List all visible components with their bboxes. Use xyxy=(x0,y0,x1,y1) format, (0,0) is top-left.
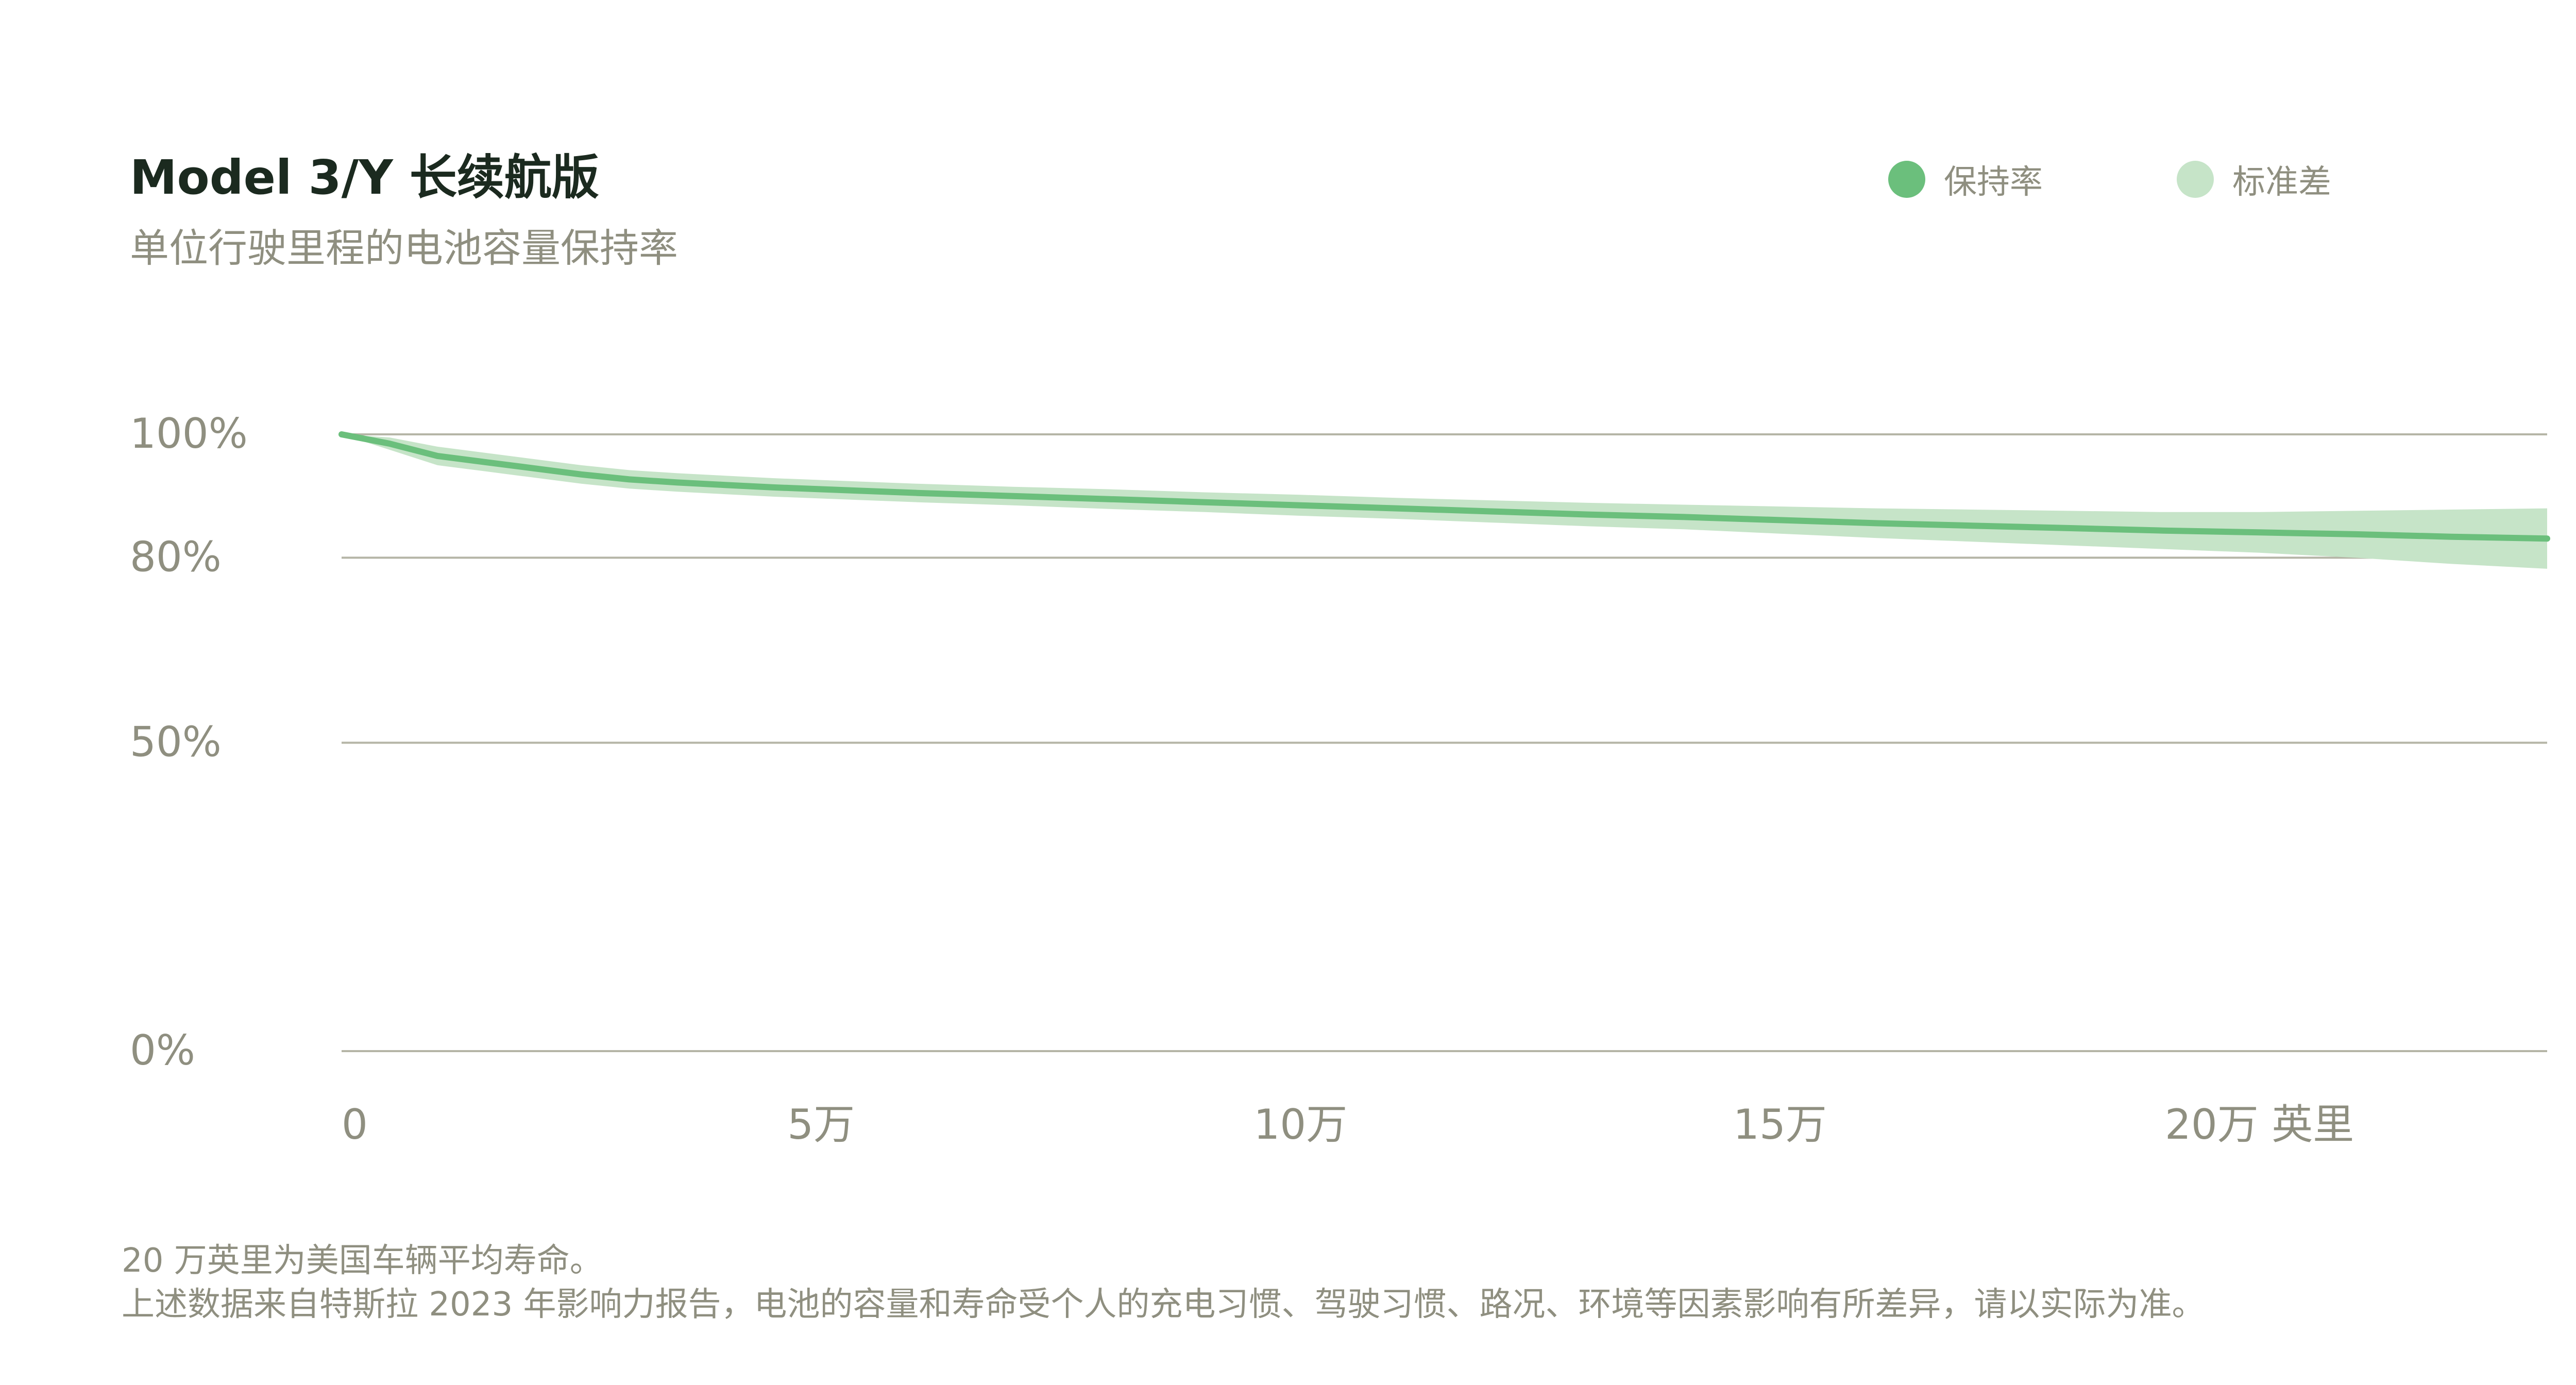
legend-label-std: 标准差 xyxy=(2232,163,2331,201)
retention-point xyxy=(1489,509,1495,514)
retention-point xyxy=(722,482,728,488)
x-tick-label: 0 xyxy=(342,1101,368,1148)
retention-point xyxy=(626,477,632,482)
retention-point xyxy=(531,465,536,471)
retention-point xyxy=(1777,517,1783,523)
retention-point xyxy=(1873,520,1879,526)
y-tick-label: 0% xyxy=(130,1026,195,1074)
legend-dot-std-icon xyxy=(2177,161,2214,198)
x-tick-label: 15万 xyxy=(1733,1101,1827,1148)
retention-point xyxy=(2065,525,2071,531)
retention-point xyxy=(1106,496,1111,502)
retention-point xyxy=(387,441,393,446)
retention-point xyxy=(770,484,776,490)
retention-point xyxy=(2161,528,2166,533)
x-tick-label: 20万 英里 xyxy=(2165,1101,2354,1148)
retention-point xyxy=(1010,493,1015,499)
legend-item-std: 标准差 xyxy=(2177,156,2331,203)
retention-point xyxy=(674,480,680,485)
footnote-1: 20 万英里为美国车辆平均寿命。 xyxy=(122,1242,603,1280)
retention-point xyxy=(2257,530,2262,535)
retention-point xyxy=(818,486,824,492)
retention-point xyxy=(435,453,440,459)
retention-point xyxy=(339,432,344,437)
y-tick-label: 100% xyxy=(130,410,248,458)
xtick-layer: 0 5万 10万 15万 20万 英里 xyxy=(342,1101,2354,1148)
line-layer xyxy=(338,431,2550,542)
y-tick-label: 50% xyxy=(130,718,222,766)
legend-label-retention: 保持率 xyxy=(1944,163,2043,201)
chart-subtitle: 单位行驶里程的电池容量保持率 xyxy=(130,225,678,271)
legend-item-retention: 保持率 xyxy=(1888,156,2043,203)
ytick-layer: 0% 50% 80% 100% xyxy=(130,410,248,1074)
retention-point xyxy=(914,490,920,496)
series-std-band xyxy=(342,434,2547,569)
retention-point xyxy=(2448,534,2454,539)
band-layer xyxy=(342,434,2547,569)
retention-point xyxy=(1202,499,1208,505)
retention-point xyxy=(579,471,584,477)
retention-point xyxy=(1585,512,1591,517)
retention-point xyxy=(2352,531,2358,537)
retention-point xyxy=(483,459,488,465)
legend-dot-retention-icon xyxy=(1888,161,1925,198)
footnote-2: 上述数据来自特斯拉 2023 年影响力报告，电池的容量和寿命受个人的充电习惯、驾… xyxy=(122,1286,2205,1324)
retention-point xyxy=(1681,514,1687,520)
x-tick-label: 10万 xyxy=(1253,1101,1347,1148)
y-tick-label: 80% xyxy=(130,533,222,581)
retention-point xyxy=(1969,523,1975,529)
grid-layer xyxy=(342,433,2547,1052)
retention-point xyxy=(1394,505,1399,511)
x-tick-label: 5万 xyxy=(787,1101,855,1148)
retention-point xyxy=(1298,502,1303,508)
retention-point xyxy=(2545,536,2550,542)
chart-title: Model 3/Y 长续航版 xyxy=(130,150,599,205)
